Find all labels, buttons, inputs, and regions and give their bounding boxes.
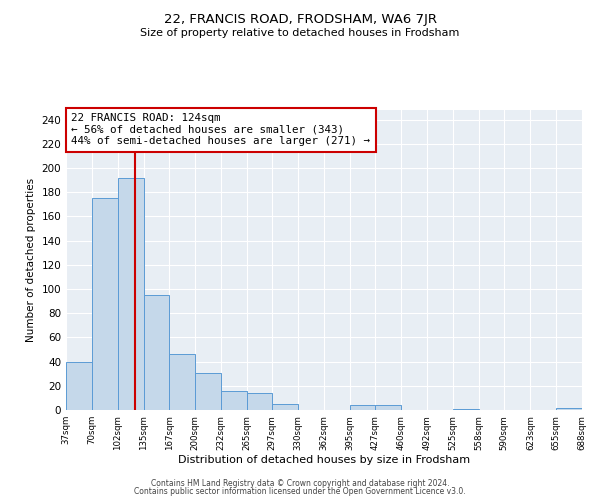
X-axis label: Distribution of detached houses by size in Frodsham: Distribution of detached houses by size … xyxy=(178,456,470,466)
Bar xyxy=(118,178,143,410)
Bar xyxy=(272,404,298,410)
Text: Size of property relative to detached houses in Frodsham: Size of property relative to detached ho… xyxy=(140,28,460,38)
Bar xyxy=(221,390,247,410)
Bar xyxy=(92,198,118,410)
Text: Contains public sector information licensed under the Open Government Licence v3: Contains public sector information licen… xyxy=(134,487,466,496)
Y-axis label: Number of detached properties: Number of detached properties xyxy=(26,178,36,342)
Text: 22, FRANCIS ROAD, FRODSHAM, WA6 7JR: 22, FRANCIS ROAD, FRODSHAM, WA6 7JR xyxy=(163,12,437,26)
Bar xyxy=(350,405,375,410)
Bar xyxy=(556,408,582,410)
Bar xyxy=(195,372,221,410)
Bar xyxy=(375,405,401,410)
Bar xyxy=(247,393,272,410)
Bar xyxy=(169,354,195,410)
Text: Contains HM Land Registry data © Crown copyright and database right 2024.: Contains HM Land Registry data © Crown c… xyxy=(151,478,449,488)
Bar xyxy=(143,295,169,410)
Bar xyxy=(66,362,92,410)
Text: 22 FRANCIS ROAD: 124sqm
← 56% of detached houses are smaller (343)
44% of semi-d: 22 FRANCIS ROAD: 124sqm ← 56% of detache… xyxy=(71,113,370,146)
Bar xyxy=(453,409,479,410)
